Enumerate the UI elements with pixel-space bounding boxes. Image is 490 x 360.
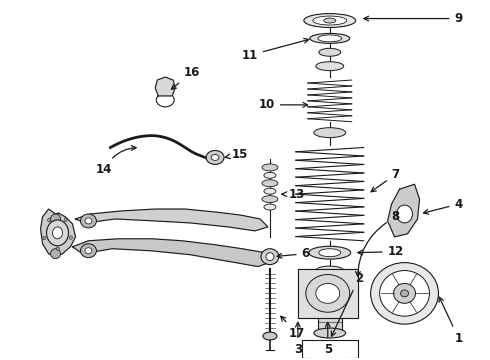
Text: 9: 9	[364, 12, 463, 25]
Ellipse shape	[319, 249, 341, 257]
Bar	[318, 283, 342, 331]
Ellipse shape	[156, 93, 174, 107]
Ellipse shape	[380, 271, 429, 316]
Ellipse shape	[324, 18, 336, 23]
Text: 5: 5	[323, 322, 332, 356]
Ellipse shape	[50, 249, 61, 258]
Ellipse shape	[50, 214, 61, 224]
Ellipse shape	[80, 244, 97, 258]
Ellipse shape	[52, 227, 63, 239]
Ellipse shape	[313, 16, 347, 25]
Ellipse shape	[400, 290, 409, 297]
Ellipse shape	[264, 188, 276, 194]
Ellipse shape	[47, 220, 69, 246]
Ellipse shape	[264, 204, 276, 210]
Text: 7: 7	[371, 168, 400, 192]
Ellipse shape	[316, 62, 343, 71]
Ellipse shape	[318, 35, 342, 42]
Ellipse shape	[48, 219, 50, 222]
Ellipse shape	[56, 247, 59, 251]
Ellipse shape	[393, 283, 416, 303]
Ellipse shape	[304, 14, 356, 27]
Ellipse shape	[316, 283, 340, 303]
Ellipse shape	[262, 164, 278, 171]
Text: 2: 2	[331, 272, 363, 336]
Ellipse shape	[70, 236, 73, 239]
Ellipse shape	[370, 262, 439, 324]
Ellipse shape	[310, 33, 350, 43]
Polygon shape	[298, 269, 358, 318]
Ellipse shape	[396, 205, 413, 223]
Ellipse shape	[314, 328, 346, 338]
Text: 13: 13	[282, 188, 305, 201]
Text: 16: 16	[172, 66, 200, 89]
Ellipse shape	[262, 180, 278, 187]
Polygon shape	[155, 77, 175, 96]
Ellipse shape	[206, 150, 224, 165]
Ellipse shape	[266, 253, 274, 261]
Ellipse shape	[263, 332, 277, 340]
Ellipse shape	[314, 128, 346, 138]
Text: 8: 8	[356, 211, 400, 276]
Text: 17: 17	[281, 316, 305, 339]
Ellipse shape	[309, 246, 351, 259]
Ellipse shape	[264, 172, 276, 178]
Text: 15: 15	[225, 148, 248, 161]
Text: 12: 12	[358, 245, 404, 258]
Ellipse shape	[64, 218, 67, 222]
Ellipse shape	[43, 236, 46, 240]
Text: 1: 1	[439, 297, 463, 345]
Polygon shape	[41, 209, 75, 257]
Text: 10: 10	[259, 98, 308, 111]
Ellipse shape	[316, 266, 343, 275]
Text: 6: 6	[277, 247, 310, 260]
Polygon shape	[388, 184, 419, 237]
Ellipse shape	[306, 275, 350, 312]
Text: 11: 11	[242, 39, 309, 62]
Ellipse shape	[262, 195, 278, 203]
Polygon shape	[73, 239, 272, 267]
Text: 3: 3	[294, 322, 302, 356]
Ellipse shape	[211, 154, 219, 161]
Ellipse shape	[261, 249, 279, 265]
Ellipse shape	[80, 214, 97, 228]
Polygon shape	[75, 209, 268, 231]
Text: 4: 4	[423, 198, 463, 214]
Ellipse shape	[319, 48, 341, 56]
Ellipse shape	[85, 248, 92, 254]
Ellipse shape	[85, 218, 92, 224]
Text: 14: 14	[96, 145, 136, 176]
